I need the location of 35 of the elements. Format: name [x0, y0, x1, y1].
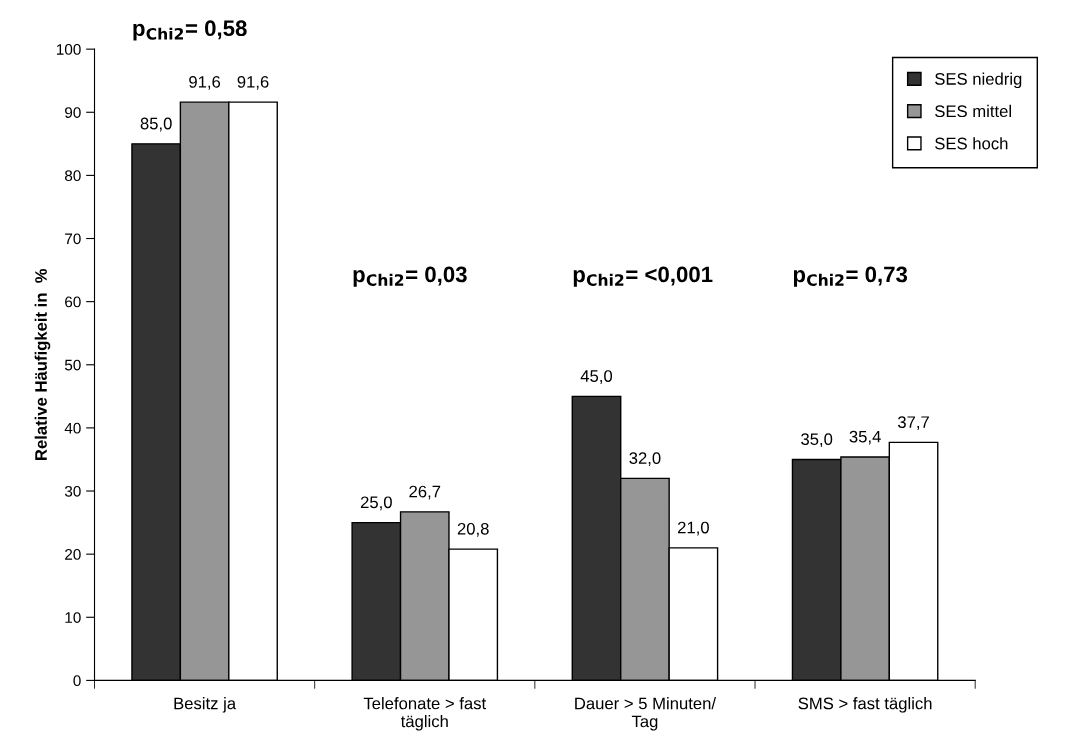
data-label: 85,0: [140, 117, 172, 132]
text: p$_{Chi2}$= 0,58: [133, 20, 247, 41]
data-label: 45,0: [580, 370, 613, 384]
y-tick-label: 70: [65, 233, 81, 245]
data-label: 26,7: [409, 485, 441, 500]
y-tick-label: 40: [64, 422, 81, 434]
data-label: 91,6: [237, 75, 269, 90]
y-axis-title: Relative Häufigkeit in %: [34, 268, 51, 460]
legend-label: SES niedrig: [935, 72, 1022, 89]
x-tick-label: SMS > fast täglich: [798, 697, 932, 713]
y-tick-label: 50: [64, 359, 81, 371]
y-tick-label: 60: [65, 296, 81, 308]
x-tick-label: Dauer > 5 Minuten/ Tag: [575, 697, 717, 731]
annotation: p$_{Chi2}$= <0,001: [573, 266, 713, 287]
data-label: 25,0: [360, 496, 392, 511]
annotation: p$_{Chi2}$= 0,73: [793, 266, 908, 287]
data-label: 37,7: [897, 416, 929, 430]
y-tick-label: 10: [65, 612, 81, 623]
annotation: p$_{Chi2}$= 0,03: [353, 266, 467, 287]
y-tick-label: 80: [64, 170, 81, 182]
data-label: 21,0: [678, 521, 709, 536]
data-label: 91,6: [189, 75, 221, 90]
legend-label: SES mittel: [935, 104, 1011, 118]
y-tick-label: 90: [65, 107, 81, 118]
legend-label: SES hoch: [935, 137, 1008, 150]
y-tick-label: 20: [65, 549, 81, 560]
y-tick-label: 30: [64, 485, 81, 497]
data-label: 35,0: [801, 433, 833, 448]
y-tick-label: 0: [73, 675, 81, 687]
x-tick-label: Besitz ja: [174, 697, 237, 713]
y-tick-label: 100: [56, 44, 81, 55]
data-label: 20,8: [457, 522, 489, 537]
x-tick-label: Telefonate > fast täglich: [363, 697, 487, 731]
data-label: 32,0: [629, 452, 661, 466]
data-label: 35,4: [849, 430, 881, 445]
